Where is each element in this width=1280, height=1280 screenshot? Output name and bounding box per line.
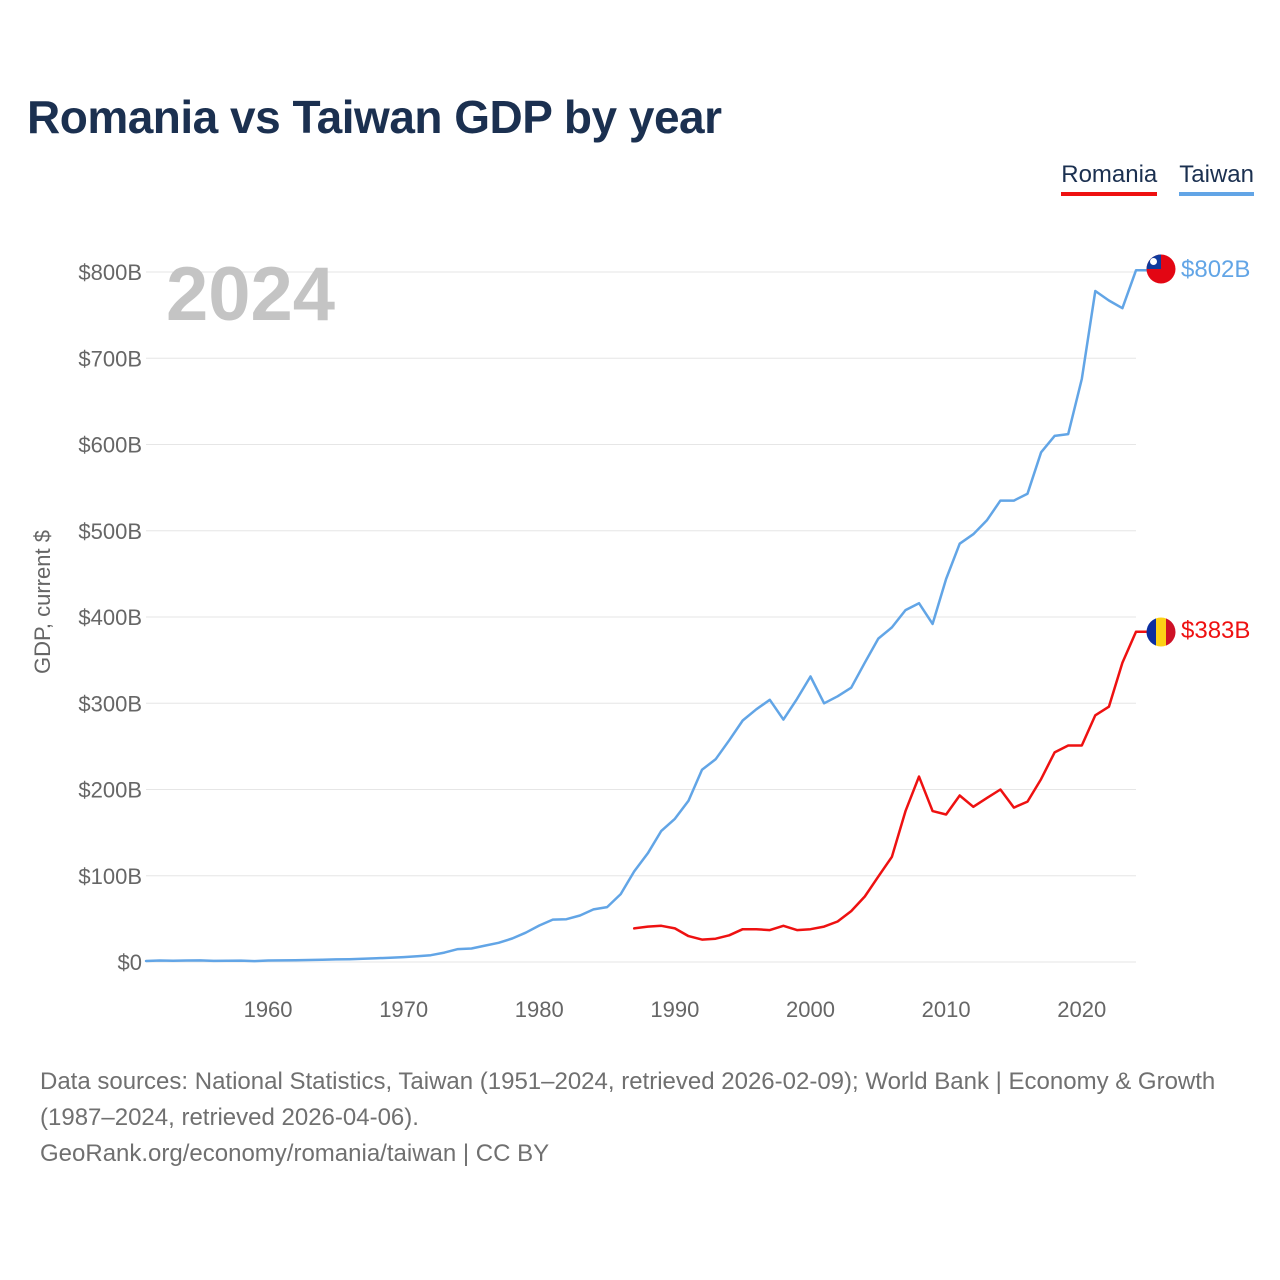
legend: Romania Taiwan [1061,161,1254,196]
romania-flag-icon [1146,617,1176,647]
x-tick-label: 1960 [244,997,293,1022]
y-tick-label: $800B [78,260,142,285]
y-tick-label: $100B [78,864,142,889]
gdp-line-chart: $0 $100B $200B $300B $400B $500B $600B $700B $80… [30,252,1250,1022]
year-watermark: 2024 [166,252,335,337]
credit-line[interactable]: GeoRank.org/economy/romania/taiwan | CC … [40,1140,550,1167]
x-tick-label: 2020 [1057,997,1106,1022]
y-tick-label: $700B [78,346,142,371]
y-tick-label: $0 [118,950,142,975]
gridlines [146,271,1136,963]
legend-item-taiwan[interactable]: Taiwan [1179,161,1254,196]
y-axis-ticks: $0 $100B $200B $300B $400B $500B $600B $700B $80… [78,260,142,975]
y-tick-label: $600B [78,433,142,458]
chart-title: Romania vs Taiwan GDP by year [27,91,722,143]
y-tick-label: $500B [78,519,142,544]
x-tick-label: 2010 [922,997,971,1022]
x-tick-label: 1980 [515,997,564,1022]
series-lines [144,269,1150,963]
taiwan-flag-icon [1146,254,1176,284]
y-axis-label: GDP, current $ [30,530,55,674]
x-axis-ticks: 1960 1970 1980 1990 2000 2010 2020 [244,997,1107,1022]
footer: Data sources: National Statistics, Taiwa… [40,1064,1240,1172]
taiwan-end-value: $802B [1181,256,1250,283]
x-tick-label: 1970 [379,997,428,1022]
legend-item-romania[interactable]: Romania [1061,161,1158,196]
series-line-romania [632,630,1150,941]
y-tick-label: $300B [78,691,142,716]
y-tick-label: $400B [78,605,142,630]
x-tick-label: 1990 [650,997,699,1022]
y-tick-label: $200B [78,778,142,803]
x-tick-label: 2000 [786,997,835,1022]
series-line-taiwan [144,269,1150,963]
data-sources-note: Data sources: National Statistics, Taiwa… [40,1068,1216,1131]
romania-end-value: $383B [1181,617,1250,644]
